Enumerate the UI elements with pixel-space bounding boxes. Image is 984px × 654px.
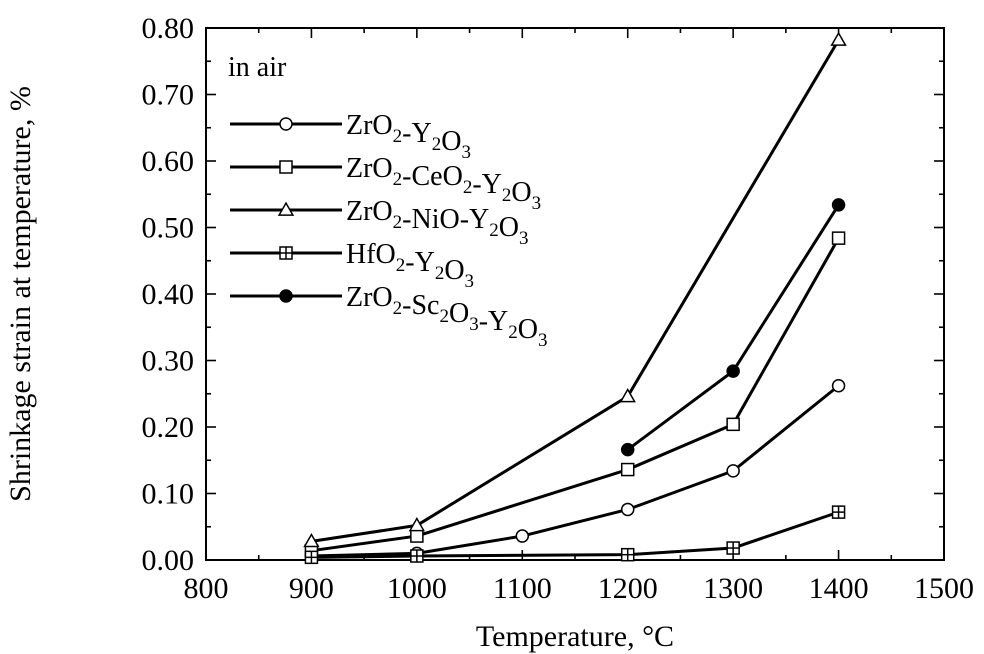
data-point: [620, 462, 635, 477]
legend-label: ZrO2-Y2O3: [346, 110, 471, 163]
legend-item: ZrO2-Sc2O3-Y2O3: [230, 282, 548, 351]
legend-label: ZrO2-Sc2O3-Y2O3: [346, 282, 548, 351]
legend-title: in air: [228, 52, 287, 83]
series-group: [303, 31, 847, 565]
series-4: [304, 505, 846, 565]
legend-label: HfO2-Y2O3: [346, 239, 474, 292]
data-point: [515, 529, 530, 543]
data-point: [831, 505, 846, 519]
legend-item: HfO2-Y2O3: [230, 239, 474, 292]
legend-marker: [279, 117, 293, 131]
series-5: [620, 198, 846, 457]
x-tick-label: 1000: [387, 572, 447, 605]
plot-frame: [205, 27, 945, 561]
data-point: [726, 464, 740, 478]
legend-item: ZrO2-Y2O3: [230, 110, 471, 163]
data-point: [726, 541, 740, 555]
y-tick-label: 0.70: [142, 79, 195, 112]
legend-item: ZrO2-CeO2-Y2O3: [230, 153, 541, 214]
data-point: [408, 517, 426, 532]
legend-label: ZrO2-CeO2-Y2O3: [346, 153, 541, 214]
data-point: [831, 198, 846, 212]
data-point: [831, 231, 846, 245]
x-tick-label: 1400: [809, 572, 869, 605]
data-point: [831, 379, 846, 393]
data-point: [726, 417, 740, 432]
x-tick-label: 800: [184, 572, 229, 605]
data-point: [620, 442, 635, 457]
series-3: [303, 31, 847, 548]
legend-marker: [279, 246, 293, 260]
y-tick-label: 0.80: [142, 12, 195, 45]
data-point: [304, 550, 319, 565]
legend-marker: [277, 201, 295, 216]
y-tick-label: 0.20: [142, 411, 195, 444]
y-axis: 0.00 0.10 0.20 0.30 0.40 0.50 0.60 0.70 0.80: [142, 12, 944, 577]
y-tick-label: 0.10: [142, 478, 195, 511]
data-point: [830, 31, 847, 46]
x-tick-label: 1100: [493, 572, 552, 605]
y-tick-label: 0.30: [142, 345, 195, 378]
data-point: [410, 529, 424, 543]
y-tick-label: 0.40: [142, 278, 195, 311]
series-line: [309, 38, 841, 543]
series-2: [304, 231, 846, 558]
x-tick-label: 1300: [703, 572, 763, 605]
x-tick-label: 1200: [598, 572, 658, 605]
data-point: [619, 387, 636, 403]
x-axis: 800 900 1000 1100 1200 1300 1400 1500: [184, 28, 974, 605]
data-point: [303, 532, 320, 548]
series-line: [309, 384, 841, 558]
x-tick-label: 1500: [914, 572, 974, 605]
y-axis-label: Shrinkage strain at temperature, %: [4, 86, 37, 502]
data-point: [620, 547, 635, 562]
data-point: [726, 364, 740, 378]
y-tick-label: 0.50: [142, 212, 195, 245]
series-1: [304, 379, 846, 563]
x-axis-label: Temperature, °C: [476, 620, 674, 653]
x-tick-label: 900: [289, 572, 334, 605]
y-tick-label: 0.60: [142, 145, 195, 178]
legend-marker: [279, 289, 293, 303]
legend-marker: [279, 160, 293, 174]
series-line: [309, 510, 841, 559]
legend-item: ZrO2-NiO-Y2O3: [230, 196, 528, 249]
legend: in air ZrO2-Y2O3ZrO2-CeO2-Y2O3ZrO2-NiO-Y…: [228, 52, 548, 351]
data-point: [410, 549, 424, 563]
legend-label: ZrO2-NiO-Y2O3: [346, 196, 528, 249]
y-tick-label: 0.00: [142, 544, 195, 577]
data-point: [620, 502, 635, 517]
